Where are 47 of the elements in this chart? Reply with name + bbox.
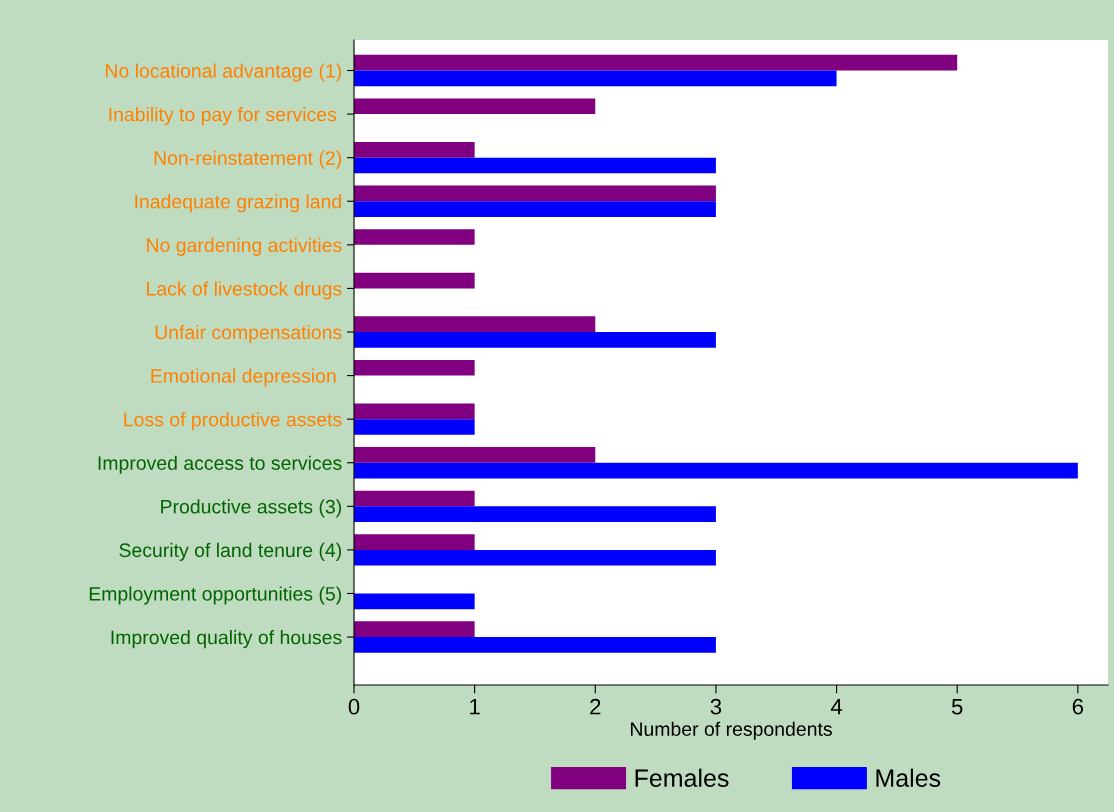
bar (354, 70, 837, 87)
bar (354, 316, 596, 332)
y-tick-label: Inability to pay for services (109, 107, 337, 126)
bar (354, 272, 475, 289)
bar (354, 621, 475, 638)
y-tick-label: Non-reinstatement (2) (154, 150, 341, 169)
bar (354, 419, 475, 435)
x-tick-label: 1 (470, 699, 480, 715)
x-tick-label: 3 (710, 698, 722, 715)
x-tick-label: 2 (590, 698, 601, 715)
bar (354, 549, 716, 566)
x-tick-label: 5 (951, 699, 963, 715)
y-tick-label: No locational advantage (1) (106, 63, 342, 82)
bar (354, 359, 475, 376)
legend-label: Females (635, 768, 729, 787)
bar (354, 403, 475, 420)
bar (354, 331, 716, 348)
bar (354, 490, 475, 507)
y-tick-label: Security of land tenure (4) (119, 542, 341, 561)
legend-label: Males (876, 768, 941, 787)
y-tick-label: Loss of productive assets (124, 412, 342, 431)
bar (354, 593, 475, 610)
bar (354, 506, 716, 523)
bar (354, 157, 716, 174)
y-tick-label: Unfair compensations (155, 324, 342, 344)
bar (354, 534, 475, 550)
bar (354, 54, 958, 71)
bar (354, 141, 475, 158)
bar (354, 229, 475, 245)
y-tick-label: Inadequate grazing land (135, 194, 341, 213)
y-tick-label: Productive assets (3) (161, 499, 341, 518)
y-tick-label: Lack of livestock drugs (147, 281, 342, 300)
x-axis-title: Number of respondents (631, 721, 832, 740)
bar (354, 185, 716, 202)
bar (354, 201, 716, 217)
y-tick-label: Emotional depression (151, 368, 336, 387)
bar (354, 637, 716, 653)
x-tick-label: 6 (1072, 698, 1084, 715)
x-tick-label: 0 (348, 698, 360, 715)
y-tick-label: No gardening activities (147, 237, 342, 256)
x-tick-label: 4 (830, 699, 843, 715)
bar (354, 462, 1078, 479)
bar (354, 447, 596, 463)
y-tick-label: Improved access to services (98, 455, 342, 474)
y-tick-label: Improved quality of houses (111, 630, 342, 649)
y-tick-label: Employment opportunities (5) (89, 586, 341, 605)
bar (354, 98, 596, 115)
